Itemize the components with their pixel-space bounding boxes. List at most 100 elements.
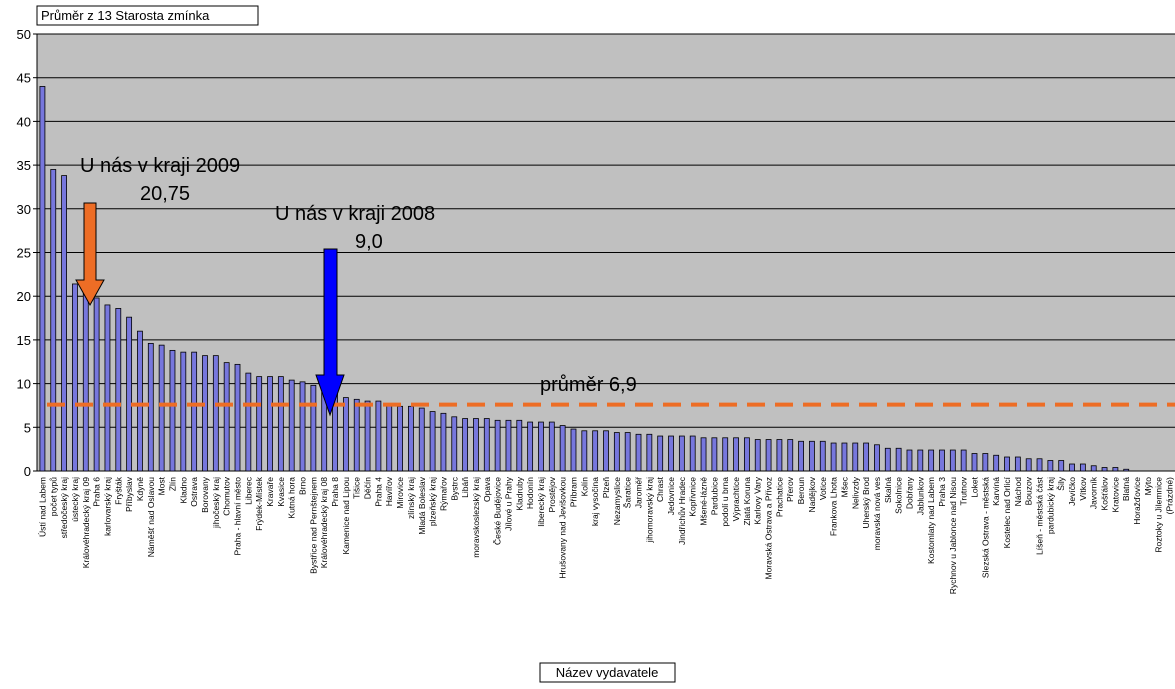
bar xyxy=(874,444,880,472)
bar xyxy=(819,440,826,472)
x-tick-label: Mšec xyxy=(839,476,849,497)
x-tick-label: Kolín xyxy=(579,477,589,497)
bar xyxy=(635,433,642,472)
bar xyxy=(115,308,122,472)
bar xyxy=(202,355,208,472)
x-tick-label: jihočeský kraj xyxy=(211,477,221,529)
bar xyxy=(689,435,696,472)
x-tick-label: Líšeň - městská část xyxy=(1035,476,1045,555)
bar xyxy=(895,447,902,472)
y-tick-label: 50 xyxy=(17,27,31,42)
bar xyxy=(310,384,317,472)
x-tick-label: Roztoky u Jilemnice xyxy=(1154,477,1164,553)
x-tick-label: Nelivzdy xyxy=(850,476,860,509)
bar xyxy=(798,440,804,472)
bar xyxy=(516,419,523,472)
bar xyxy=(711,437,718,472)
y-tick-label: 30 xyxy=(17,202,31,217)
bar xyxy=(234,363,241,472)
x-tick-label: Bystřice nad Pernštejnem xyxy=(308,477,318,574)
bar xyxy=(191,351,198,472)
x-tick-label: Moravská Ostrava a Přívoz xyxy=(764,477,774,580)
bar xyxy=(1036,458,1043,472)
x-tick-label: Zlín xyxy=(167,477,177,491)
bar xyxy=(743,437,750,472)
bar xyxy=(61,175,67,472)
x-tick-label: Děčín xyxy=(363,477,373,499)
x-tick-label: Příbyslav xyxy=(124,476,134,512)
x-tick-label: Fryšták xyxy=(113,476,123,505)
x-tick-label: Beroun xyxy=(796,477,806,505)
bar xyxy=(700,437,707,472)
bar xyxy=(50,169,57,472)
x-tick-label: Loket xyxy=(969,476,979,497)
x-tick-label: Náchod xyxy=(1013,477,1023,507)
x-tick-label: Votice xyxy=(818,477,828,500)
bar xyxy=(1014,456,1021,472)
bar xyxy=(581,430,588,472)
bar xyxy=(928,449,935,472)
bar xyxy=(104,304,111,472)
bar xyxy=(722,437,729,472)
x-tick-label: Kladno xyxy=(178,477,188,504)
x-tick-label: Libáň xyxy=(460,477,470,498)
bar xyxy=(169,349,176,472)
bar xyxy=(1025,458,1032,472)
bar xyxy=(212,355,219,472)
bar xyxy=(505,419,512,472)
x-tick-label: Mýto xyxy=(1143,477,1153,496)
x-tick-label: Bouzov xyxy=(1024,476,1034,505)
bar xyxy=(863,442,870,472)
x-tick-label: středočeský kraj xyxy=(59,477,69,539)
bar xyxy=(440,412,447,472)
bar xyxy=(657,435,664,472)
x-tick-label: Královéhradecký kraj 09 xyxy=(81,477,91,568)
x-tick-label: Opava xyxy=(482,477,492,502)
bar xyxy=(939,449,945,472)
x-tick-label: Kostomlaty nad Labem xyxy=(926,477,936,564)
title-box xyxy=(36,5,259,26)
x-tick-label: Zlatá Koruna xyxy=(742,477,752,526)
x-tick-label: Královéhradecký kraj 08 xyxy=(319,477,329,568)
x-tick-label: Praha 6 xyxy=(92,477,102,507)
x-tick-label: Blatná xyxy=(1121,477,1131,501)
bar xyxy=(147,342,154,472)
bar xyxy=(776,439,783,472)
bar xyxy=(960,449,967,472)
x-tick-label: Javorník xyxy=(1089,476,1099,509)
x-tick-label: Jedovnice xyxy=(666,477,676,516)
bar xyxy=(1090,465,1097,472)
x-tick-label: Příbram xyxy=(568,477,578,507)
bar xyxy=(418,407,425,472)
y-tick-label: 10 xyxy=(17,377,31,392)
bar xyxy=(678,435,685,472)
x-tick-label: Frankova Lhota xyxy=(829,477,839,536)
bar xyxy=(592,430,599,472)
x-tick-label: Chrast xyxy=(655,476,665,502)
bar xyxy=(559,425,566,472)
bar xyxy=(830,442,837,472)
annotation: U nás v kraji 2009 xyxy=(80,155,240,177)
x-tick-label: Pardubice xyxy=(709,477,719,516)
bar xyxy=(841,442,848,472)
x-tick-label: Sokolnice xyxy=(894,477,904,514)
bar xyxy=(1079,463,1086,472)
bar xyxy=(1101,467,1108,472)
bar xyxy=(408,405,414,472)
bar xyxy=(993,454,1000,472)
x-tick-label: Hodonín xyxy=(525,477,535,509)
bar xyxy=(494,419,501,472)
bar xyxy=(754,439,761,472)
bar xyxy=(733,437,739,472)
bar xyxy=(852,442,859,472)
bar xyxy=(668,435,674,472)
x-tick-label: Jílové u Prahy xyxy=(503,476,513,531)
bar xyxy=(613,432,620,472)
annotation: průměr 6,9 xyxy=(540,374,637,396)
annotation: 9,0 xyxy=(355,231,383,253)
x-tick-label: Chomutov xyxy=(222,476,232,515)
x-tick-label: kraj vysočina xyxy=(590,477,600,526)
x-tick-label: liberecký kraj xyxy=(536,477,546,527)
bar xyxy=(397,405,403,472)
